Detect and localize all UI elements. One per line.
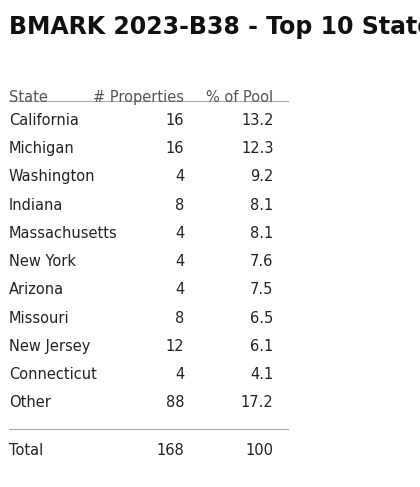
Text: 8.1: 8.1: [250, 226, 273, 241]
Text: 4: 4: [175, 169, 184, 185]
Text: 8: 8: [175, 311, 184, 326]
Text: 7.5: 7.5: [250, 282, 273, 298]
Text: 88: 88: [166, 395, 184, 411]
Text: Missouri: Missouri: [9, 311, 70, 326]
Text: California: California: [9, 113, 79, 128]
Text: 17.2: 17.2: [241, 395, 273, 411]
Text: Massachusetts: Massachusetts: [9, 226, 118, 241]
Text: 100: 100: [246, 443, 273, 458]
Text: 6.5: 6.5: [250, 311, 273, 326]
Text: 8: 8: [175, 198, 184, 213]
Text: 8.1: 8.1: [250, 198, 273, 213]
Text: Michigan: Michigan: [9, 141, 75, 156]
Text: 12.3: 12.3: [241, 141, 273, 156]
Text: 12: 12: [166, 339, 184, 354]
Text: Total: Total: [9, 443, 43, 458]
Text: Washington: Washington: [9, 169, 95, 185]
Text: 16: 16: [166, 113, 184, 128]
Text: Other: Other: [9, 395, 51, 411]
Text: Connecticut: Connecticut: [9, 367, 97, 382]
Text: New York: New York: [9, 254, 76, 269]
Text: # Properties: # Properties: [93, 90, 184, 105]
Text: BMARK 2023-B38 - Top 10 States: BMARK 2023-B38 - Top 10 States: [9, 15, 420, 38]
Text: Arizona: Arizona: [9, 282, 64, 298]
Text: % of Pool: % of Pool: [207, 90, 273, 105]
Text: 168: 168: [157, 443, 184, 458]
Text: 7.6: 7.6: [250, 254, 273, 269]
Text: 9.2: 9.2: [250, 169, 273, 185]
Text: State: State: [9, 90, 48, 105]
Text: Indiana: Indiana: [9, 198, 63, 213]
Text: 4: 4: [175, 226, 184, 241]
Text: 6.1: 6.1: [250, 339, 273, 354]
Text: 4.1: 4.1: [250, 367, 273, 382]
Text: 4: 4: [175, 282, 184, 298]
Text: 4: 4: [175, 254, 184, 269]
Text: 13.2: 13.2: [241, 113, 273, 128]
Text: 16: 16: [166, 141, 184, 156]
Text: 4: 4: [175, 367, 184, 382]
Text: New Jersey: New Jersey: [9, 339, 90, 354]
